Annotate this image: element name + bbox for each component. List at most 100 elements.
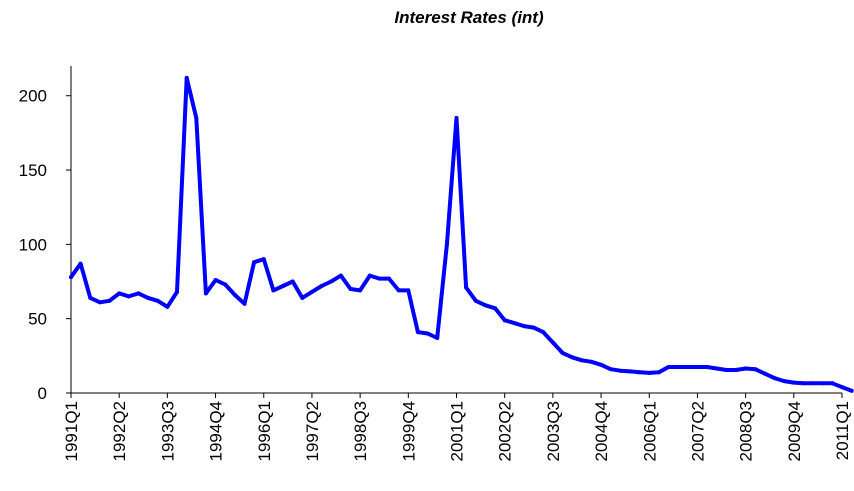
x-tick-label: 1993Q3 [158, 401, 177, 462]
data-point [165, 304, 170, 309]
data-point [512, 321, 517, 326]
data-point [628, 369, 632, 374]
data-point [714, 366, 719, 371]
x-tick-label: 1994Q4 [207, 401, 226, 462]
data-point [203, 291, 208, 296]
data-point [676, 365, 681, 369]
data-point [473, 298, 478, 303]
data-point [107, 298, 112, 303]
series-line [69, 75, 854, 393]
y-axis-ticks: 0 50 100 150 200 [19, 87, 71, 403]
data-point [502, 318, 507, 323]
data-point [242, 301, 247, 306]
data-point [454, 116, 459, 120]
data-point [406, 288, 411, 293]
data-point [493, 306, 498, 311]
data-point [232, 292, 237, 297]
data-point [637, 370, 642, 375]
chart-title: Interest Rates (int) [394, 8, 544, 27]
data-point [348, 287, 353, 291]
data-point [155, 298, 160, 303]
data-point [126, 294, 131, 299]
data-point [724, 368, 729, 372]
data-point [117, 291, 122, 296]
data-point [820, 381, 825, 386]
data-point [329, 279, 334, 284]
data-point [830, 381, 835, 386]
data-point [464, 285, 469, 290]
data-point [560, 350, 565, 355]
data-point [656, 370, 661, 375]
data-point [705, 365, 710, 369]
x-tick-label: 1991Q1 [62, 401, 81, 462]
data-point [290, 279, 295, 284]
data-point [762, 371, 767, 376]
data-point [695, 365, 700, 369]
data-point [570, 355, 575, 360]
x-tick-label: 2001Q1 [448, 401, 467, 462]
data-point [589, 359, 594, 364]
data-point [387, 276, 391, 281]
x-tick-label: 2006Q1 [640, 401, 659, 462]
data-point [396, 288, 401, 293]
data-point [444, 242, 449, 247]
data-point [223, 282, 228, 287]
y-tick-label: 150 [19, 161, 47, 180]
data-point [782, 379, 787, 384]
data-point [579, 358, 584, 363]
x-tick-label: 1992Q2 [110, 401, 129, 462]
data-point [281, 284, 285, 288]
x-axis-ticks: 1991Q1 1992Q2 1993Q3 1994Q4 1996Q1 1997Q2 1998… [62, 393, 852, 462]
x-tick-label: 2008Q3 [737, 401, 756, 462]
data-point [550, 340, 555, 345]
data-point [772, 376, 777, 381]
data-point [541, 330, 546, 335]
data-point [734, 368, 738, 372]
series-layer [69, 75, 854, 393]
data-point [271, 288, 276, 293]
y-tick-label: 200 [19, 87, 47, 106]
data-point [415, 330, 420, 335]
data-point [811, 381, 816, 386]
data-point [88, 295, 93, 300]
data-point [175, 289, 179, 294]
data-point [319, 284, 324, 288]
data-point [608, 367, 613, 372]
data-point [252, 260, 257, 265]
data-point [136, 291, 141, 296]
x-tick-label: 2009Q4 [785, 401, 804, 462]
x-tick-label: 2007Q2 [688, 401, 707, 462]
data-point [666, 365, 671, 369]
data-point [840, 385, 844, 390]
data-point [599, 362, 604, 367]
data-point [97, 300, 102, 305]
data-point [849, 388, 854, 393]
data-point [753, 367, 758, 372]
data-point [647, 370, 652, 375]
data-point [78, 261, 83, 266]
data-point [425, 331, 430, 336]
x-tick-label: 1996Q1 [255, 401, 274, 462]
data-point [309, 289, 314, 294]
x-tick-label: 1999Q4 [399, 401, 418, 462]
data-point [522, 324, 526, 329]
data-point [531, 325, 536, 330]
x-tick-label: 2002Q2 [496, 401, 515, 462]
data-point [435, 336, 440, 340]
data-point [213, 278, 218, 282]
data-point [194, 116, 199, 120]
data-point [685, 365, 690, 369]
y-tick-label: 50 [28, 310, 47, 329]
y-tick-label: 0 [38, 384, 47, 403]
x-tick-label: 1998Q3 [351, 401, 370, 462]
x-tick-label: 1997Q2 [303, 401, 322, 462]
data-point [618, 368, 623, 373]
data-point [801, 381, 806, 386]
data-point [358, 288, 363, 293]
x-tick-label: 2004Q4 [592, 401, 611, 462]
x-tick-label: 2011Q1 [833, 401, 852, 460]
data-point [300, 295, 305, 300]
x-tick-label: 2003Q3 [544, 401, 563, 462]
data-point [261, 257, 266, 262]
